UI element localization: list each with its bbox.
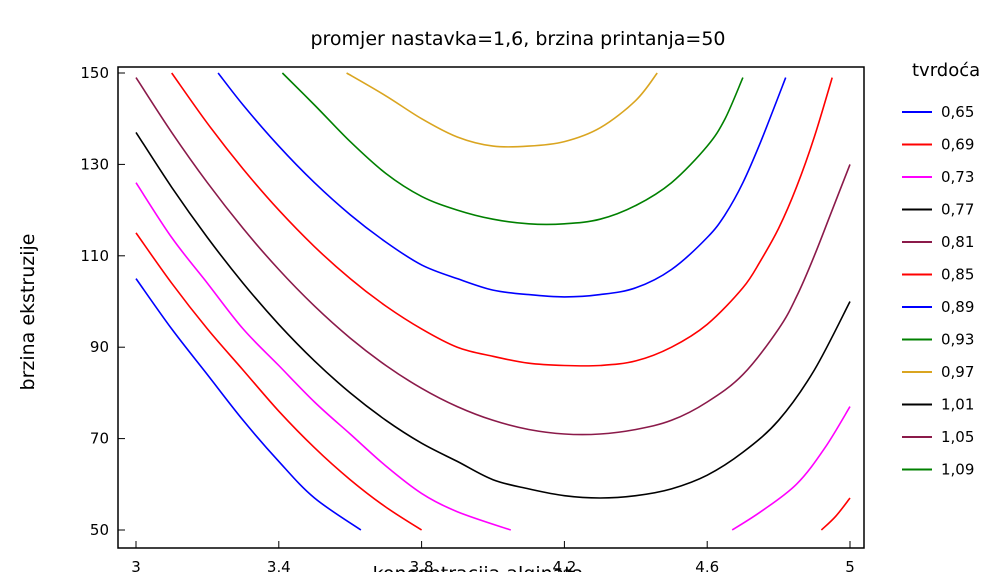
contour-lines <box>135 72 851 531</box>
chart-title: promjer nastavka=1,6, brzina printanja=5… <box>310 28 725 50</box>
legend-label: 0,97 <box>941 363 974 381</box>
contour-line-0-65 <box>135 278 362 531</box>
y-tick-label: 50 <box>90 521 109 539</box>
contour-line-0-73 <box>135 182 512 531</box>
plot-frame <box>117 66 865 549</box>
y-tick-label: 70 <box>90 430 109 448</box>
legend-label: 0,73 <box>941 168 974 186</box>
legend-title: tvrdoća <box>912 60 980 81</box>
y-axis-label: brzina ekstruzije <box>17 234 39 391</box>
x-tick-label: 4,6 <box>695 558 719 572</box>
legend-label: 0,65 <box>941 103 974 121</box>
contour-line-0-97 <box>346 72 658 148</box>
y-tick-label: 110 <box>80 247 109 265</box>
legend-label: 1,01 <box>941 396 974 414</box>
y-axis: 50 70 90 110 130 150 <box>80 64 125 539</box>
legend-label: 0,81 <box>941 233 974 251</box>
legend: 0,65 0,69 0,73 0,77 0,81 0,85 0,89 0,93 0,97 1,01… <box>902 103 974 479</box>
legend-label: 0,89 <box>941 298 974 316</box>
y-tick-label: 150 <box>80 64 109 82</box>
x-tick-label: 3 <box>131 558 141 572</box>
x-tick-label: 4,2 <box>552 558 576 572</box>
y-tick-label: 130 <box>80 155 109 173</box>
x-axis-label: koncentracija alginata <box>373 563 584 572</box>
legend-label: 1,05 <box>941 428 974 446</box>
contour-line-0-93 <box>281 72 744 226</box>
contour-line-0-81 <box>135 77 851 436</box>
x-tick-label: 5 <box>845 558 855 572</box>
contour-line-0-73 <box>731 406 851 531</box>
x-tick-label: 3,8 <box>410 558 434 572</box>
x-axis: 3 3,4 3,8 4,2 4,6 5 <box>131 541 855 572</box>
contour-line-0-89 <box>217 72 787 298</box>
contour-line-0-69 <box>135 232 423 531</box>
y-tick-label: 90 <box>90 338 109 356</box>
legend-label: 0,77 <box>941 201 974 219</box>
contour-line-0-77 <box>135 131 851 499</box>
x-tick-label: 3,4 <box>267 558 291 572</box>
contour-line-0-85 <box>171 72 833 367</box>
legend-label: 1,09 <box>941 461 974 479</box>
legend-label: 0,85 <box>941 266 974 284</box>
legend-label: 0,69 <box>941 136 974 154</box>
legend-label: 0,93 <box>941 331 974 349</box>
contour-line-0-69 <box>820 497 851 531</box>
